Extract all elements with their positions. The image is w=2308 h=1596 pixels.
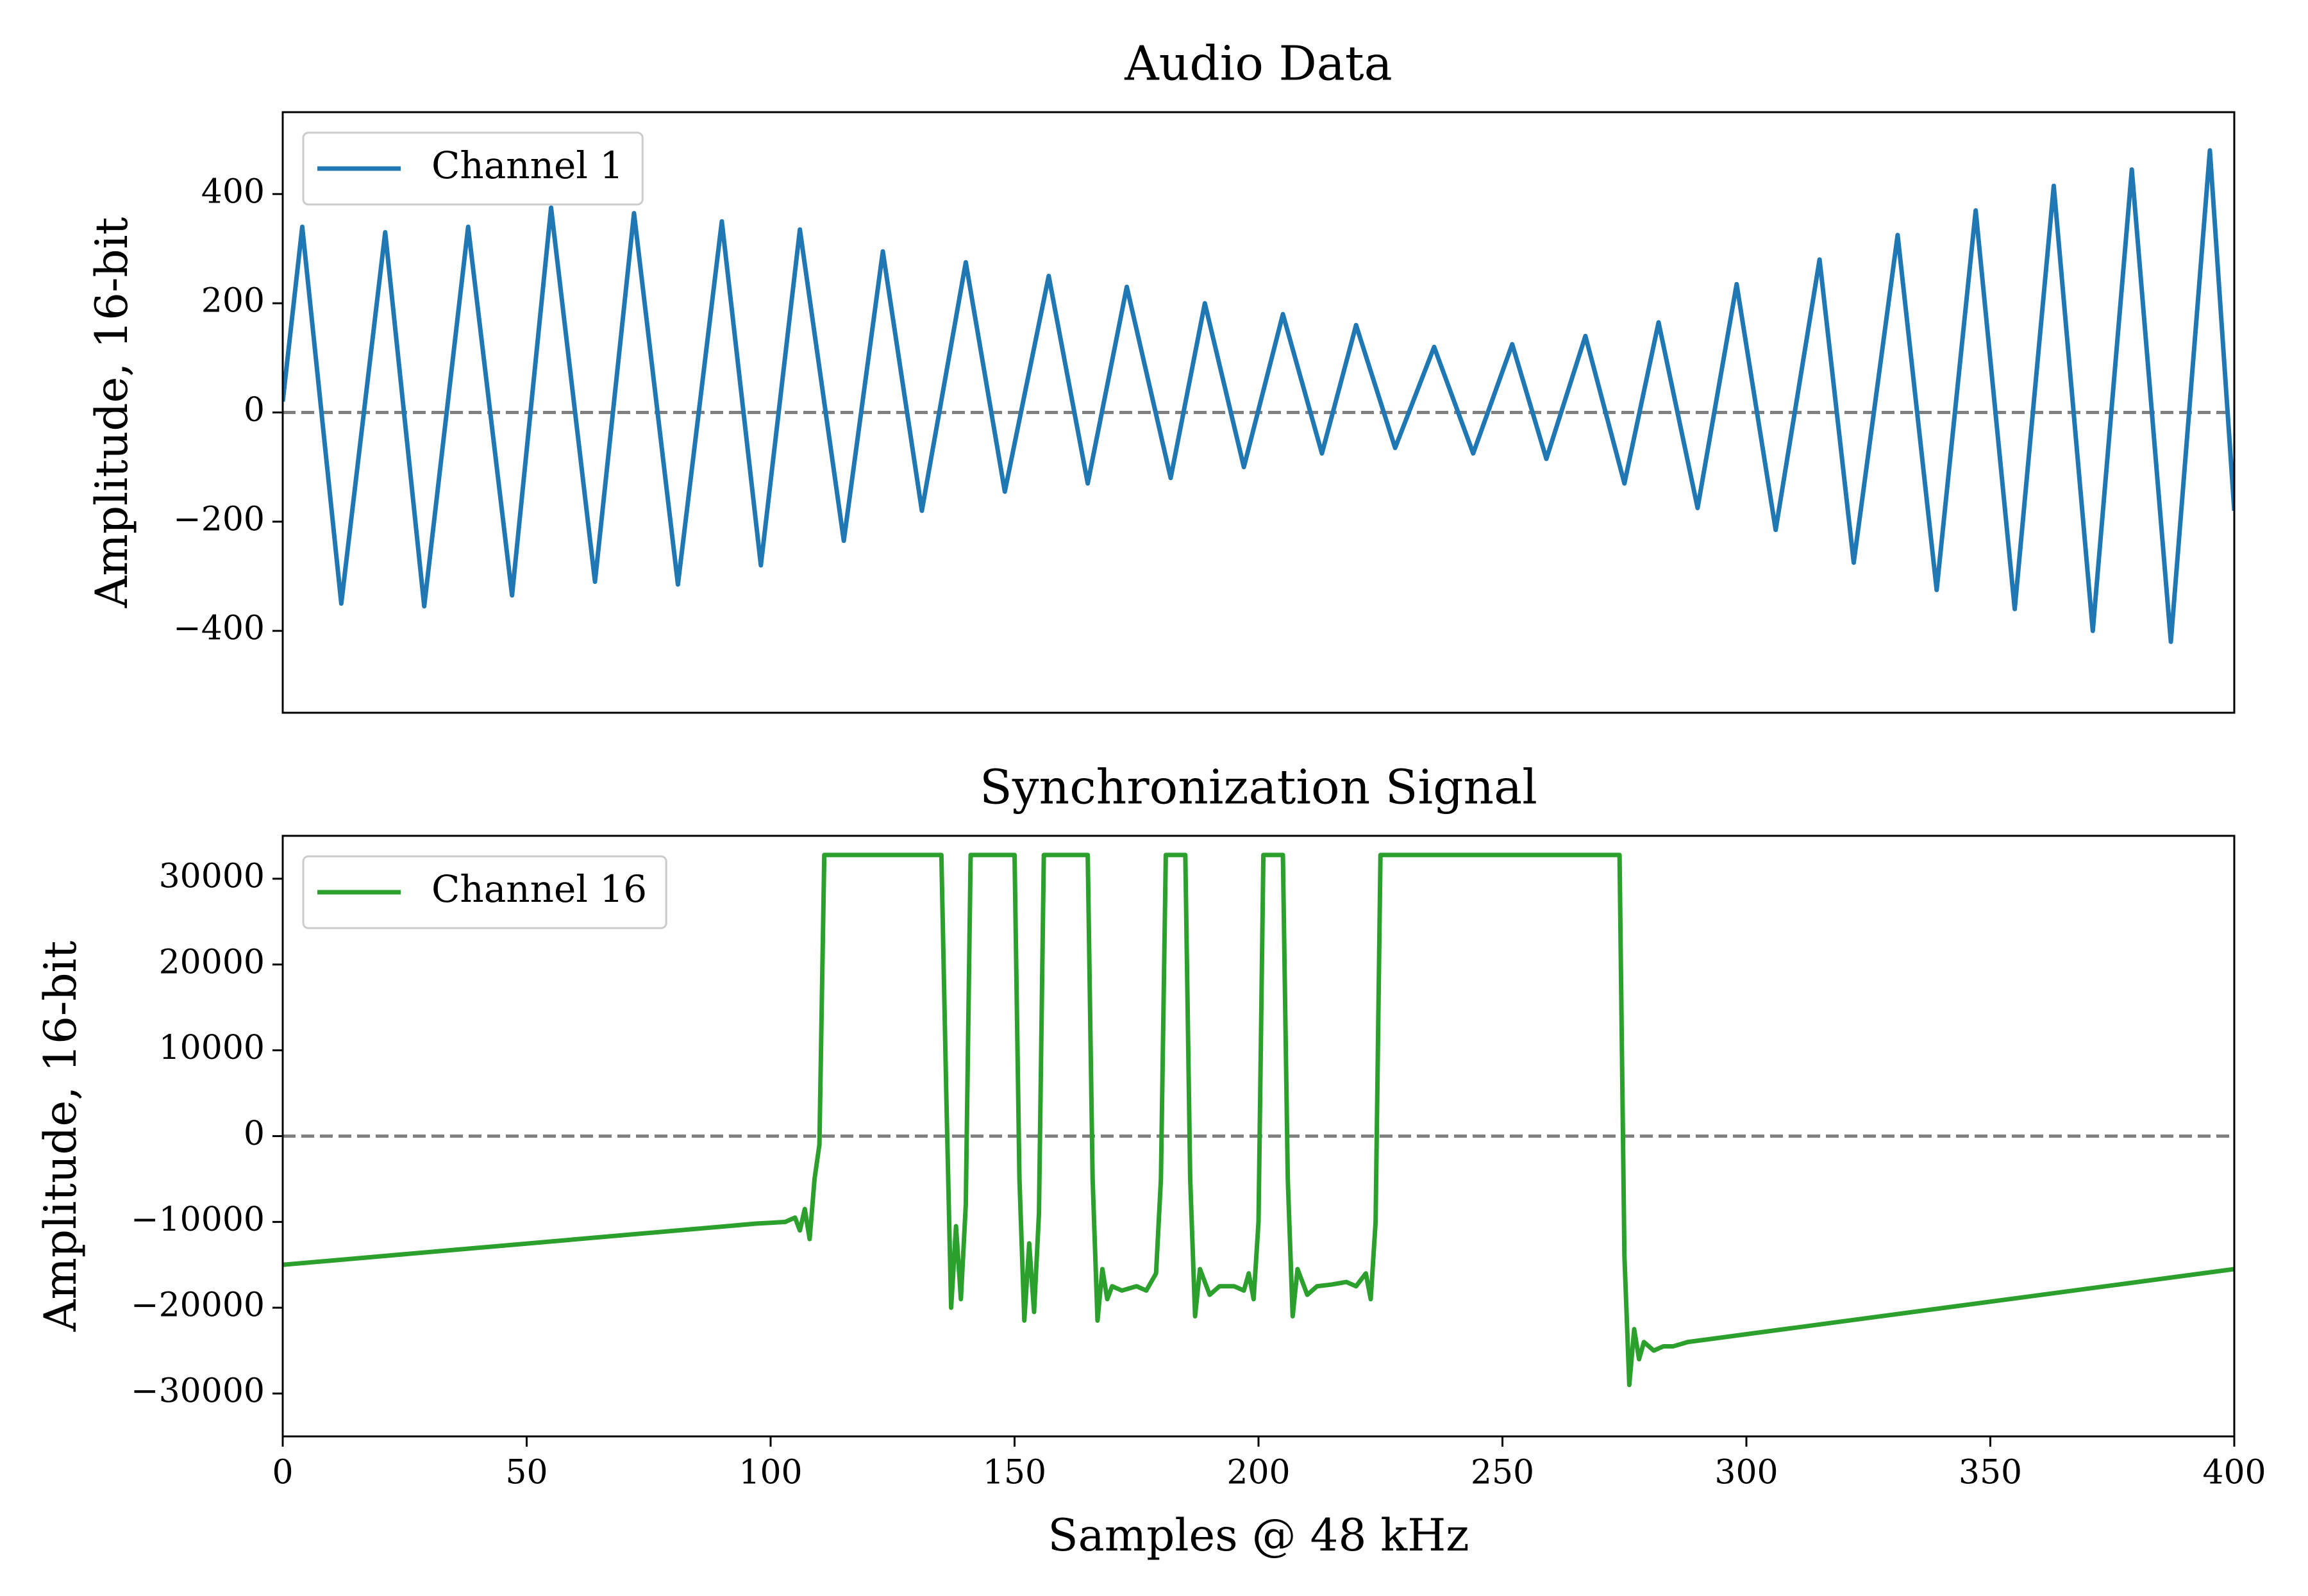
- legend-label: Channel 1: [431, 144, 623, 187]
- y-tick-label: −200: [173, 500, 265, 538]
- plot-frame: [281, 111, 2236, 714]
- y-axis-label: Amplitude, 16-bit: [35, 940, 87, 1332]
- x-axis-label: Samples @ 48 kHz: [1048, 1510, 1469, 1561]
- data-line: [283, 148, 2234, 644]
- y-tick-label: 30000: [159, 857, 265, 895]
- y-axis-label: Amplitude, 16-bit: [87, 217, 138, 608]
- plot-frame: [281, 835, 2236, 1438]
- legend-box: [302, 131, 644, 206]
- y-tick-label: 400: [201, 172, 265, 211]
- y-tick-label: 0: [244, 1115, 265, 1153]
- chart-title: Synchronization Signal: [980, 760, 1537, 815]
- y-tick-label: 200: [201, 282, 265, 320]
- y-tick-label: −30000: [131, 1372, 265, 1411]
- x-tick-label: 50: [505, 1454, 548, 1492]
- x-tick-label: 350: [1959, 1454, 2022, 1492]
- x-tick-label: 250: [1471, 1454, 1534, 1492]
- y-tick-label: 10000: [159, 1029, 265, 1067]
- y-tick-label: 0: [244, 391, 265, 429]
- x-tick-label: 0: [272, 1454, 293, 1492]
- legend-box: [302, 855, 667, 929]
- x-tick-label: 150: [983, 1454, 1046, 1492]
- x-tick-label: 200: [1226, 1454, 1290, 1492]
- y-tick-label: 20000: [159, 943, 265, 981]
- x-tick-label: 300: [1714, 1454, 1778, 1492]
- y-tick-label: −400: [173, 610, 265, 648]
- chart-title: Audio Data: [1124, 36, 1392, 91]
- y-tick-label: −10000: [131, 1201, 265, 1239]
- y-tick-label: −20000: [131, 1286, 265, 1325]
- legend-label: Channel 16: [431, 867, 647, 911]
- x-tick-label: 400: [2202, 1454, 2266, 1492]
- data-line: [283, 852, 2234, 1388]
- x-tick-label: 100: [739, 1454, 802, 1492]
